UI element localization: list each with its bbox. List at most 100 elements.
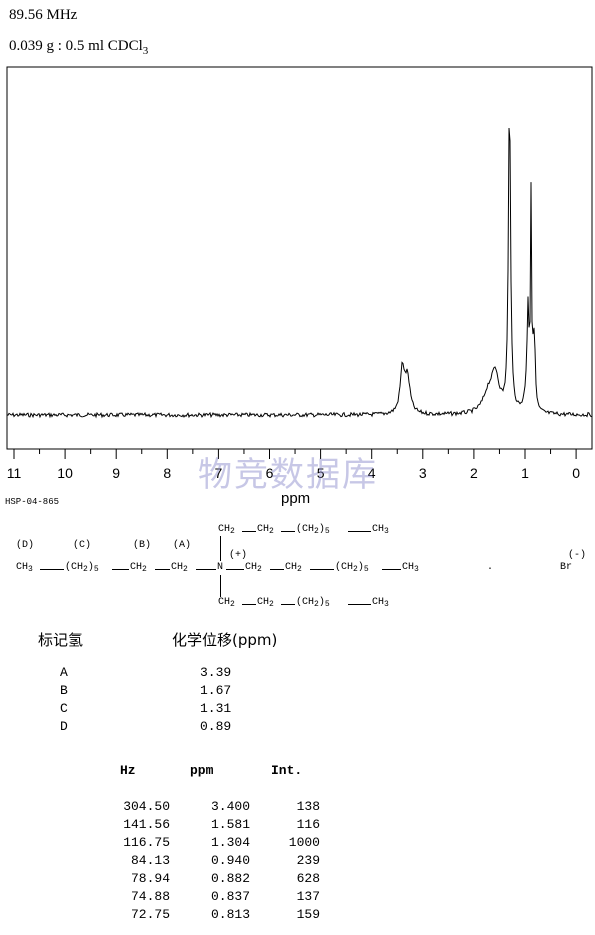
mid-ch2-1-text: CH <box>245 562 258 573</box>
peak-cell: 0.940 <box>210 853 250 868</box>
top-ch2-2-text: CH <box>257 524 270 535</box>
x-tick-label: 0 <box>572 465 580 481</box>
bond-bot-3 <box>348 604 371 605</box>
ch2-b-text: CH <box>130 562 143 573</box>
top-paren-text: (CH <box>296 524 315 535</box>
top-ch2-2-sub: 2 <box>269 527 274 536</box>
ch2-b-sub: 2 <box>142 565 147 574</box>
assign-shift-b: 1.67 <box>200 683 232 698</box>
bond-n-bottom <box>220 575 221 597</box>
top-ch3-sub: 3 <box>384 527 389 536</box>
mid-paren-sub5: 5 <box>363 565 369 574</box>
assign-label-a: A <box>60 665 68 680</box>
spectrum-line <box>6 127 593 419</box>
peak-cell: 0.882 <box>210 871 250 886</box>
bot-paren-text: (CH <box>296 597 315 608</box>
x-tick-label: 7 <box>215 465 223 481</box>
spectrometer-frequency: 89.56 MHz <box>9 7 78 23</box>
peak-cell: 78.94 <box>130 871 170 886</box>
x-tick-label: 1 <box>521 465 529 481</box>
ch2-a-text: CH <box>171 562 184 573</box>
salt-dot: . <box>487 562 494 573</box>
bot-ch2-2-sub: 2 <box>269 600 274 609</box>
top-paren-close: ) <box>318 524 325 535</box>
mid-ch2-2-sub: 2 <box>297 565 302 574</box>
peak-cell: 137 <box>296 889 320 904</box>
mid-paren-text: (CH <box>335 562 354 573</box>
spectrum-code: HSP-04-865 <box>5 497 60 507</box>
bot-paren-sub5: 5 <box>324 600 330 609</box>
ch3-d-sub: 3 <box>28 565 33 574</box>
bot-ch2-1-text: CH <box>218 597 231 608</box>
ch3-d: CH3 <box>16 562 33 574</box>
peak-cell: 116 <box>296 817 320 832</box>
peak-cell: 1.581 <box>210 817 250 832</box>
paren-c-text: (CH <box>65 562 84 573</box>
x-axis-ticks <box>13 449 577 459</box>
bot-paren-close: ) <box>318 597 325 608</box>
nitrogen: N <box>217 562 224 573</box>
x-tick-label: 11 <box>7 465 22 481</box>
bond-b-a <box>155 569 170 570</box>
peak-cell: 3.400 <box>210 799 250 814</box>
x-tick-label: 6 <box>266 465 274 481</box>
label-c: (C) <box>73 540 92 551</box>
bot-ch3: CH3 <box>372 597 389 609</box>
assign-shift-d: 0.89 <box>200 719 232 734</box>
top-paren-sub5: 5 <box>324 527 330 536</box>
bond-top-1 <box>242 531 256 532</box>
peak-cell: 138 <box>296 799 320 814</box>
assign-header-label: 标记氢 <box>38 631 84 649</box>
x-tick-label: 8 <box>163 465 171 481</box>
peak-cell: 141.56 <box>123 817 170 832</box>
peak-cell: 74.88 <box>130 889 170 904</box>
bond-top-2 <box>281 531 295 532</box>
mid-ch2-1: CH2 <box>245 562 262 574</box>
bot-ch2-1-sub: 2 <box>230 600 235 609</box>
x-tick-label: 9 <box>112 465 120 481</box>
n-plus-charge: (+) <box>229 550 248 561</box>
x-tick-label: 3 <box>419 465 427 481</box>
peak-cell: 0.837 <box>210 889 250 904</box>
bot-paren: (CH2)5 <box>296 597 330 609</box>
x-tick-label: 4 <box>368 465 376 481</box>
bot-ch2-1: CH2 <box>218 597 235 609</box>
paren-c: (CH2)5 <box>65 562 99 574</box>
assign-header-shift: 化学位移(ppm) <box>172 631 278 649</box>
ch2-a: CH2 <box>171 562 188 574</box>
top-ch3: CH3 <box>372 524 389 536</box>
peak-header-ppm: ppm <box>190 763 214 778</box>
peak-cell: 72.75 <box>130 907 170 922</box>
assign-label-d: D <box>60 719 68 734</box>
bond-bot-1 <box>242 604 256 605</box>
bond-mid-3 <box>382 569 401 570</box>
bond-c-b <box>112 569 129 570</box>
x-tick-label: 10 <box>57 465 73 481</box>
watermark-text: 物竞数据库 <box>198 455 378 495</box>
peak-cell: 628 <box>296 871 320 886</box>
mid-ch3-sub: 3 <box>414 565 419 574</box>
mid-ch3-text: CH <box>402 562 415 573</box>
ch2-a-sub: 2 <box>183 565 188 574</box>
mid-paren-sub2: 2 <box>353 565 358 574</box>
br-minus-charge: (-) <box>568 550 587 561</box>
label-a: (A) <box>173 540 192 551</box>
peak-cell: 1.304 <box>210 835 250 850</box>
bond-top-3 <box>348 531 371 532</box>
bot-ch3-sub: 3 <box>384 600 389 609</box>
top-ch2-2: CH2 <box>257 524 274 536</box>
paren-c-sub5: 5 <box>93 565 99 574</box>
mid-ch2-2-text: CH <box>285 562 298 573</box>
paren-c-close: ) <box>87 562 94 573</box>
peak-cell: 0.813 <box>210 907 250 922</box>
label-d: (D) <box>16 540 35 551</box>
x-tick-label: 5 <box>317 465 325 481</box>
assign-shift-c: 1.31 <box>200 701 232 716</box>
assign-label-b: B <box>60 683 68 698</box>
top-ch2-1-sub: 2 <box>230 527 235 536</box>
bond-n-top <box>220 536 221 561</box>
bond-bot-2 <box>281 604 295 605</box>
top-ch2-1-text: CH <box>218 524 231 535</box>
peak-cell: 116.75 <box>123 835 170 850</box>
ch2-b: CH2 <box>130 562 147 574</box>
